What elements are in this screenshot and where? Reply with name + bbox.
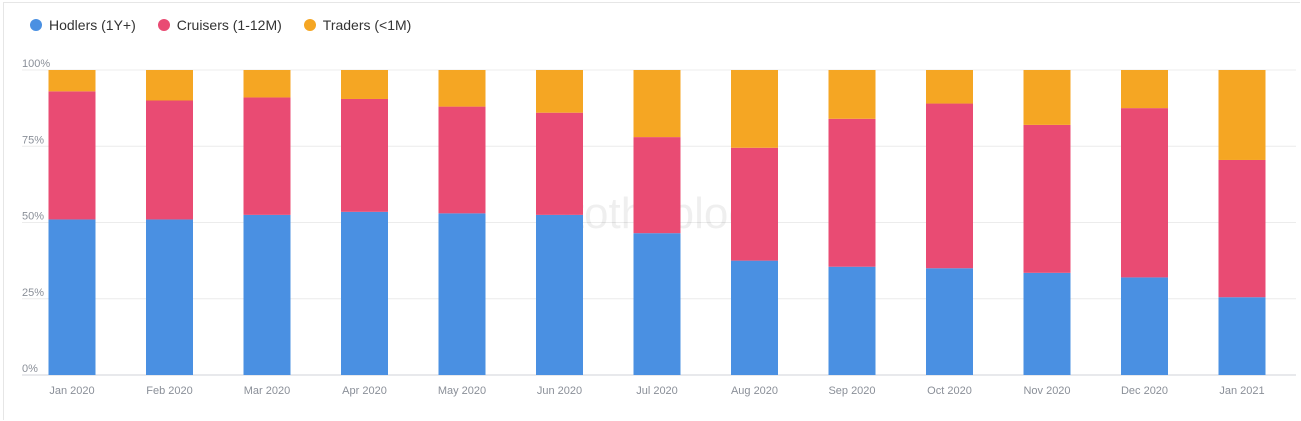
x-tick-label: Mar 2020 (244, 385, 290, 397)
bar-segment-traders[interactable] (633, 70, 681, 138)
legend-dot-cruisers (157, 19, 170, 31)
x-tick-label: Nov 2020 (1023, 385, 1070, 397)
legend-item-traders[interactable]: Traders (<1M) (303, 17, 412, 33)
bar-segment-hodlers[interactable] (633, 233, 681, 375)
bar-segment-hodlers[interactable] (146, 219, 193, 375)
x-tick-label: Jun 2020 (537, 385, 582, 397)
bar-segment-hodlers[interactable] (1218, 297, 1266, 375)
bar-segment-hodlers[interactable] (1023, 272, 1071, 375)
bar-segment-hodlers[interactable] (243, 214, 291, 375)
legend-item-hodlers[interactable]: Hodlers (1Y+) (30, 17, 136, 33)
x-tick-label: Apr 2020 (342, 385, 387, 397)
x-tick-label: Oct 2020 (927, 385, 972, 397)
bar-segment-cruisers[interactable] (341, 98, 388, 212)
y-tick-label: 75% (22, 134, 44, 146)
bar-segment-cruisers[interactable] (926, 103, 973, 269)
x-tick-label: May 2020 (438, 385, 486, 397)
x-tick-label: Dec 2020 (1121, 385, 1168, 397)
bar-segment-hodlers[interactable] (536, 214, 583, 375)
bar-segment-hodlers[interactable] (48, 219, 96, 375)
bar-segment-hodlers[interactable] (828, 266, 876, 375)
bar-segment-traders[interactable] (438, 70, 486, 107)
bar-segment-hodlers[interactable] (438, 213, 486, 375)
bar-segment-traders[interactable] (828, 70, 876, 119)
bar-segment-hodlers[interactable] (926, 268, 973, 375)
x-tick-label: Jul 2020 (636, 385, 678, 397)
bar-segment-traders[interactable] (536, 70, 583, 113)
bar-segment-cruisers[interactable] (1218, 159, 1266, 298)
x-tick-label: Feb 2020 (146, 385, 192, 397)
legend-dot-traders (303, 19, 316, 31)
bar-segment-cruisers[interactable] (146, 100, 193, 220)
bar-segment-cruisers[interactable] (243, 97, 291, 215)
x-tick-label: Jan 2020 (49, 385, 94, 397)
bar-segment-traders[interactable] (341, 70, 388, 99)
bar-segment-traders[interactable] (1121, 70, 1168, 109)
bar-segment-hodlers[interactable] (1121, 277, 1168, 375)
legend-dot-hodlers (30, 19, 42, 31)
y-tick-label: 0% (22, 363, 38, 375)
bar-segment-hodlers[interactable] (341, 211, 388, 375)
bar-segment-cruisers[interactable] (48, 91, 96, 220)
x-axis-ticks: Jan 2020 Feb 2020 Mar 2020 Apr 2020 May 2020… (49, 385, 1264, 397)
bar-segment-cruisers[interactable] (828, 118, 876, 267)
x-tick-label: Sep 2020 (828, 385, 875, 397)
legend-label-traders: Traders (<1M) (322, 17, 412, 33)
bar-segment-traders[interactable] (731, 70, 778, 148)
bar-segment-traders[interactable] (146, 70, 193, 101)
y-tick-label: 25% (22, 287, 44, 299)
x-tick-label: Jan 2021 (1219, 385, 1264, 397)
bar-segment-traders[interactable] (48, 70, 96, 92)
bar-segment-cruisers[interactable] (1023, 124, 1071, 273)
bar-segment-cruisers[interactable] (438, 106, 486, 214)
bar-segment-traders[interactable] (1218, 70, 1266, 160)
bars-group (48, 70, 1266, 375)
y-axis-ticks: 0% 25% 50% 75% 100% (22, 58, 50, 375)
bar-segment-traders[interactable] (1023, 70, 1071, 125)
legend-label-cruisers: Cruisers (1-12M) (176, 17, 282, 33)
bar-segment-traders[interactable] (926, 70, 973, 104)
bar-segment-hodlers[interactable] (731, 260, 778, 375)
bar-segment-cruisers[interactable] (1121, 108, 1168, 278)
bar-segment-traders[interactable] (243, 70, 291, 98)
legend-label-hodlers: Hodlers (1Y+) (49, 17, 136, 33)
chart-legend: Hodlers (1Y+) Cruisers (1-12M) Traders (… (30, 17, 411, 33)
legend-item-cruisers[interactable]: Cruisers (1-12M) (157, 17, 282, 33)
bar-segment-cruisers[interactable] (536, 112, 583, 215)
x-tick-label: Aug 2020 (731, 385, 778, 397)
y-tick-label: 100% (22, 58, 50, 70)
y-tick-label: 50% (22, 211, 44, 223)
bar-segment-cruisers[interactable] (633, 137, 681, 234)
bar-segment-cruisers[interactable] (731, 147, 778, 261)
